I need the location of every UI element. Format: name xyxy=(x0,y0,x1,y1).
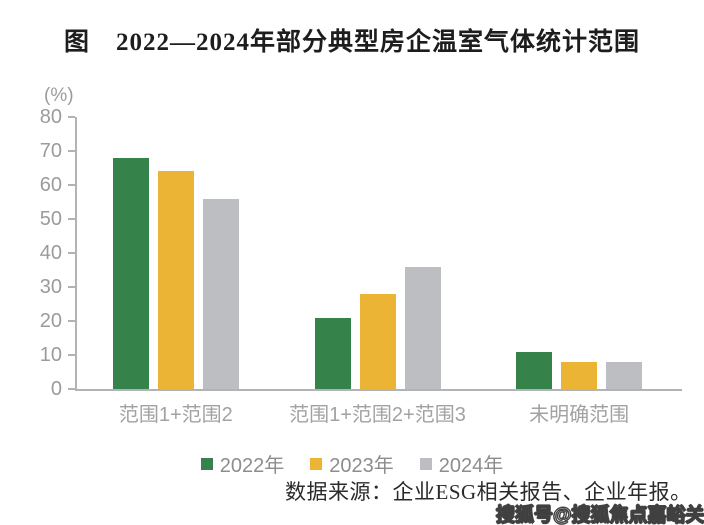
legend-swatch-icon xyxy=(200,457,213,470)
y-axis-line xyxy=(75,117,77,391)
y-tick-label-60: 60 xyxy=(39,174,62,196)
legend-item-3: 2024年 xyxy=(419,449,504,478)
x-category-label-2: 范围1+范围2+范围3 xyxy=(289,404,466,426)
bar-series2-group2 xyxy=(359,293,396,389)
data-source-note: 数据来源：企业ESG相关报告、企业年报。 xyxy=(285,480,692,504)
y-tick-mark-70 xyxy=(68,150,75,152)
legend-label: 2023年 xyxy=(329,455,394,477)
y-tick-label-80: 80 xyxy=(39,106,62,128)
x-axis-line xyxy=(75,389,682,391)
watermark: 搜狐号@搜狐焦点嘉峪关站 xyxy=(496,505,704,525)
legend-label: 2024年 xyxy=(438,455,504,477)
y-tick-label-30: 30 xyxy=(39,276,62,298)
bar-series1-group2 xyxy=(314,317,351,389)
y-tick-label-40: 40 xyxy=(39,242,62,264)
y-tick-mark-40 xyxy=(68,252,75,254)
y-tick-label-20: 20 xyxy=(39,310,62,332)
legend-swatch-icon xyxy=(310,457,323,470)
legend-label: 2022年 xyxy=(219,455,285,477)
bar-series1-group3 xyxy=(516,351,553,389)
y-axis-unit-label: (%) xyxy=(44,85,74,106)
bar-series1-group1 xyxy=(112,157,149,389)
y-tick-label-70: 70 xyxy=(39,140,62,162)
bar-series2-group3 xyxy=(561,361,598,389)
y-tick-mark-50 xyxy=(68,218,75,220)
x-category-label-3: 未明确范围 xyxy=(529,404,630,426)
bar-series3-group1 xyxy=(202,198,239,389)
legend-item-1: 2022年 xyxy=(200,449,285,478)
bar-series3-group3 xyxy=(606,361,643,389)
bar-series2-group1 xyxy=(157,171,194,389)
y-tick-mark-80 xyxy=(68,116,75,118)
y-tick-mark-60 xyxy=(68,184,75,186)
y-tick-mark-10 xyxy=(68,354,75,356)
y-tick-label-0: 0 xyxy=(50,378,62,400)
legend-swatch-icon xyxy=(419,457,432,470)
y-tick-mark-0 xyxy=(68,388,75,390)
bar-series3-group2 xyxy=(404,266,441,389)
y-tick-mark-20 xyxy=(68,320,75,322)
chart-legend: 2022年 2023年 2024年 xyxy=(0,449,704,478)
y-tick-label-10: 10 xyxy=(39,344,62,366)
y-tick-mark-30 xyxy=(68,286,75,288)
legend-item-2: 2023年 xyxy=(310,449,394,478)
x-category-label-1: 范围1+范围2 xyxy=(118,404,233,426)
chart-title: 图 2022—2024年部分典型房企温室气体统计范围 xyxy=(63,29,640,56)
y-tick-label-50: 50 xyxy=(39,208,62,230)
